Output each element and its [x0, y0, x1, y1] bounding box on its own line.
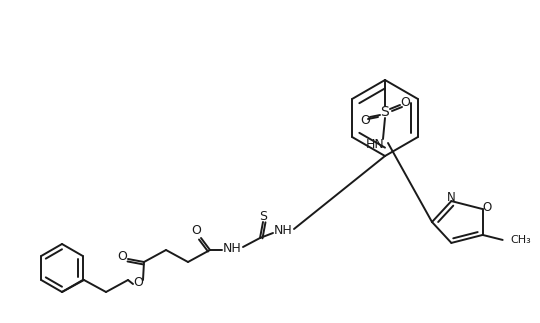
Text: N: N [447, 191, 456, 203]
Text: O: O [482, 201, 491, 214]
Text: O: O [133, 276, 143, 288]
Text: CH₃: CH₃ [511, 235, 531, 245]
Text: S: S [259, 210, 267, 223]
Text: O: O [400, 96, 410, 109]
Text: O: O [117, 251, 127, 264]
Text: NH: NH [274, 224, 292, 236]
Text: O: O [360, 113, 370, 127]
Text: S: S [381, 105, 389, 119]
Text: HN: HN [366, 138, 384, 151]
Text: O: O [191, 224, 201, 236]
Text: NH: NH [222, 242, 241, 255]
